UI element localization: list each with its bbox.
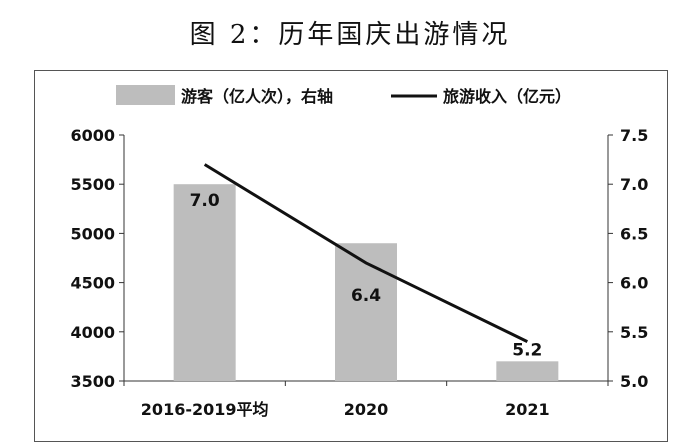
right-tick-label: 7.5 xyxy=(620,126,648,145)
bar-series xyxy=(173,184,559,381)
bar xyxy=(173,184,236,381)
axes: 3500400045005000550060005.05.56.06.57.07… xyxy=(70,126,648,419)
chart-title: 图 2：历年国庆出游情况 xyxy=(189,20,511,50)
left-tick-label: 3500 xyxy=(70,372,115,391)
right-tick-label: 5.5 xyxy=(620,323,648,342)
right-tick-label: 6.5 xyxy=(620,224,648,243)
left-tick-label: 4500 xyxy=(70,274,115,293)
left-tick-label: 5500 xyxy=(70,175,115,194)
chart-frame: 游客（亿人次），右轴 旅游收入（亿元） 3500 4000 4500 5000 5500 6… xyxy=(34,70,668,442)
right-tick-label: 7.0 xyxy=(620,175,648,194)
right-tick-label: 6.0 xyxy=(620,274,648,293)
x-tick-label: 2021 xyxy=(505,400,550,419)
bar xyxy=(335,243,397,381)
left-tick-label: 4000 xyxy=(70,323,115,342)
legend: 游客（亿人次），右轴 旅游收入（亿元） xyxy=(116,85,571,106)
legend-bar-label: 游客（亿人次），右轴 xyxy=(181,87,333,106)
x-tick-label: 2016-2019平均 xyxy=(141,400,269,419)
x-tick-label: 2020 xyxy=(344,400,389,419)
bar-data-label: 7.0 xyxy=(190,191,220,211)
bar-data-label: 6.4 xyxy=(351,286,381,306)
data-labels: 7.0 6.4 5.2 xyxy=(190,191,543,360)
left-tick-label: 5000 xyxy=(70,224,115,243)
bar xyxy=(496,361,559,381)
legend-bar-swatch xyxy=(116,85,175,105)
left-tick-label: 6000 xyxy=(70,126,115,145)
right-tick-label: 5.0 xyxy=(620,372,648,391)
combo-chart: 游客（亿人次），右轴 旅游收入（亿元） 3500 4000 4500 5000 5500 6… xyxy=(70,85,648,419)
bar-data-label: 5.2 xyxy=(512,340,542,360)
legend-line-label: 旅游收入（亿元） xyxy=(443,87,571,106)
line-series xyxy=(203,163,528,343)
